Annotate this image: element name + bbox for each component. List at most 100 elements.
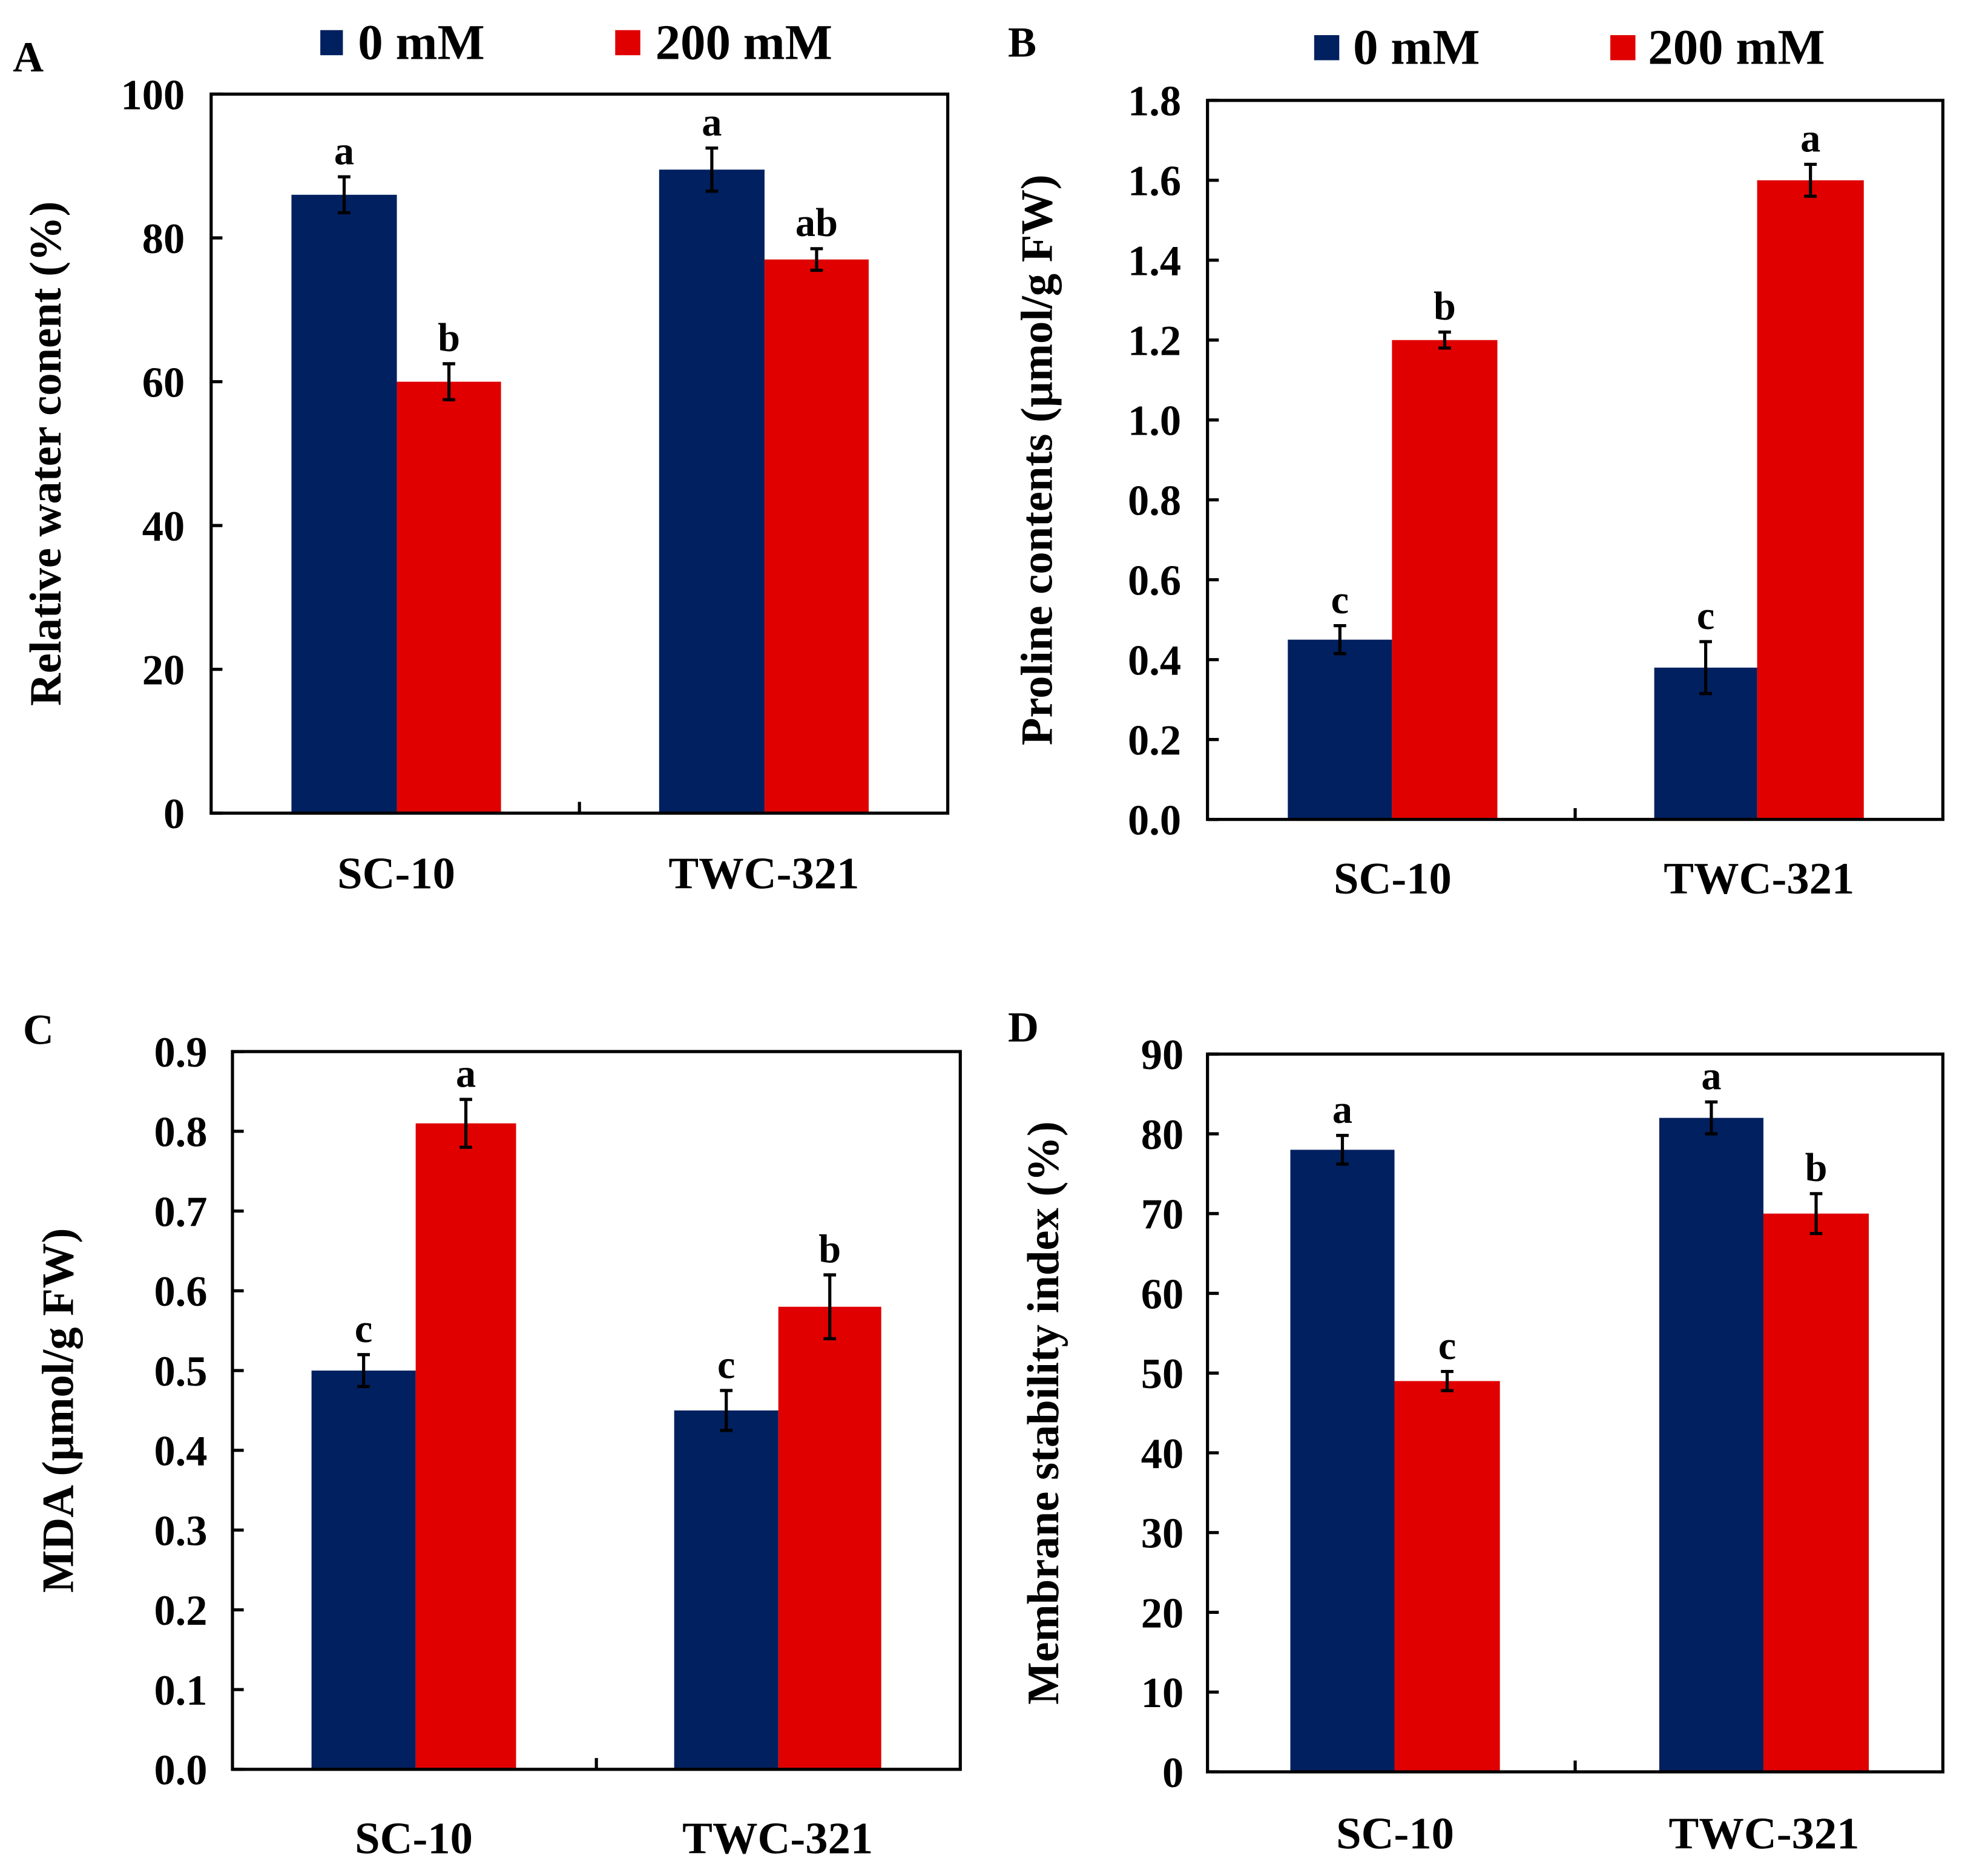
panel-d: a a c b 0 10 20 30 40 50 60 70 80 90 SC-10 TWC-321 Membr…: [1008, 1004, 1944, 1858]
y-tick-label: 100: [121, 71, 185, 119]
y-tick-label: 60: [142, 359, 185, 406]
bar-0mM-TWC-321: [1659, 1117, 1763, 1772]
y-tick-label: 60: [1141, 1271, 1183, 1318]
x-tick-label: SC-10: [1336, 1809, 1454, 1858]
y-tick-label: 0.6: [154, 1268, 207, 1315]
significance-letter: c: [1331, 578, 1349, 622]
y-axis-label: Relative water conent (%): [21, 202, 71, 706]
x-tick-label: SC-10: [1334, 854, 1452, 904]
significance-letter: a: [1800, 117, 1820, 161]
y-tick-label: 0.0: [154, 1747, 207, 1794]
significance-letter: c: [355, 1307, 372, 1351]
y-tick-label: 40: [1141, 1430, 1183, 1478]
x-tick-label: TWC-321: [682, 1814, 873, 1864]
y-tick-label: 0.4: [1128, 637, 1181, 685]
bar-0mM-TWC-321: [674, 1410, 779, 1769]
y-axis-label: Proline contents (µmol/g FW): [1013, 174, 1062, 745]
error-bar: [1336, 1134, 1349, 1166]
panel-letter: D: [1008, 1004, 1039, 1052]
error-bar: [1438, 330, 1451, 350]
x-tick-label: TWC-321: [1668, 1809, 1859, 1858]
y-tick-label: 40: [142, 503, 185, 550]
error-bar: [705, 146, 719, 193]
legend: 0 mM 200 mM: [1314, 19, 1825, 75]
y-axis-label: MDA (µmol/g FW): [34, 1228, 84, 1593]
significance-letter: b: [1805, 1146, 1828, 1190]
y-tick-label: 20: [1141, 1590, 1183, 1637]
y-tick-label: 0.2: [1128, 717, 1181, 765]
y-tick-label: 0.9: [154, 1029, 207, 1076]
significance-letter: a: [334, 129, 354, 173]
y-tick-label: 1.4: [1128, 238, 1181, 285]
y-tick-label: 1.0: [1128, 398, 1181, 445]
error-bar: [1333, 624, 1346, 656]
bar-200mM-SC-10: [397, 381, 501, 814]
y-tick-label: 80: [1141, 1111, 1183, 1159]
y-tick-label: 0.3: [154, 1507, 207, 1555]
panel-letter: A: [13, 34, 44, 81]
error-bar: [810, 247, 823, 272]
significance-letter: a: [1701, 1055, 1721, 1099]
bar-200mM-SC-10: [415, 1123, 516, 1769]
y-tick-label: 1.6: [1128, 158, 1181, 205]
significance-letter: c: [717, 1343, 735, 1387]
bar-0mM-TWC-321: [659, 169, 765, 814]
significance-letter: ab: [795, 201, 838, 245]
y-axis-label: Membrane stability index (%): [1019, 1121, 1068, 1705]
legend-swatch: [615, 30, 640, 56]
x-tick-label: TWC-321: [1664, 854, 1854, 904]
error-bar: [1441, 1369, 1453, 1392]
legend-swatch: [1610, 35, 1636, 61]
y-tick-label: 70: [1141, 1191, 1183, 1239]
y-tick-label: 0.2: [154, 1587, 207, 1634]
y-tick-label: 0.4: [154, 1428, 207, 1475]
y-tick-label: 10: [1141, 1670, 1183, 1717]
y-tick-label: 0.8: [1128, 478, 1181, 525]
error-bar: [823, 1273, 837, 1340]
y-tick-label: 50: [1141, 1351, 1183, 1398]
bar-200mM-SC-10: [1394, 1381, 1500, 1772]
significance-letter: a: [702, 100, 722, 145]
legend-swatch: [320, 30, 343, 56]
significance-letter: c: [1697, 594, 1714, 638]
error-bar: [459, 1098, 472, 1149]
significance-letter: b: [438, 316, 460, 360]
y-tick-label: 0.7: [154, 1188, 207, 1236]
bar-200mM-TWC-321: [1763, 1213, 1869, 1772]
y-tick-label: 0.5: [154, 1348, 207, 1395]
significance-letter: c: [1438, 1324, 1456, 1368]
legend-swatch: [1314, 35, 1340, 61]
bar-200mM-TWC-321: [778, 1306, 881, 1769]
error-bar: [443, 362, 455, 401]
legend-label: 0 mM: [358, 14, 485, 70]
error-bar: [1809, 1192, 1823, 1236]
error-bar: [1699, 640, 1712, 696]
panel-letter: C: [23, 1007, 54, 1054]
error-bar: [1804, 162, 1817, 198]
error-bar: [720, 1389, 733, 1432]
error-bar: [357, 1353, 370, 1389]
x-tick-label: SC-10: [355, 1814, 473, 1864]
y-tick-label: 90: [1141, 1032, 1183, 1079]
bar-0mM-SC-10: [311, 1371, 416, 1769]
panel-letter: B: [1008, 19, 1036, 66]
significance-letter: a: [456, 1052, 476, 1096]
y-tick-label: 0.6: [1128, 558, 1181, 605]
y-tick-label: 30: [1141, 1510, 1183, 1558]
panel-c: c c a b 0.0 0.1 0.2 0.3 0.4 0.5 0.6 0.7 0.8 0.9 SC-10 T…: [23, 1007, 962, 1864]
significance-letter: b: [1434, 285, 1456, 329]
bar-0mM-SC-10: [1288, 639, 1392, 820]
y-tick-label: 1.2: [1128, 318, 1181, 365]
y-tick-label: 20: [142, 647, 185, 694]
legend-label: 200 mM: [656, 14, 832, 70]
error-bar: [1705, 1100, 1718, 1136]
y-tick-label: 80: [142, 216, 185, 263]
bar-200mM-SC-10: [1392, 340, 1498, 820]
x-tick-label: TWC-321: [668, 849, 859, 899]
bar-200mM-TWC-321: [764, 259, 869, 814]
legend: 0 mM 200 mM: [320, 14, 832, 70]
bar-0mM-SC-10: [1290, 1150, 1395, 1772]
y-tick-label: 0: [163, 791, 185, 838]
